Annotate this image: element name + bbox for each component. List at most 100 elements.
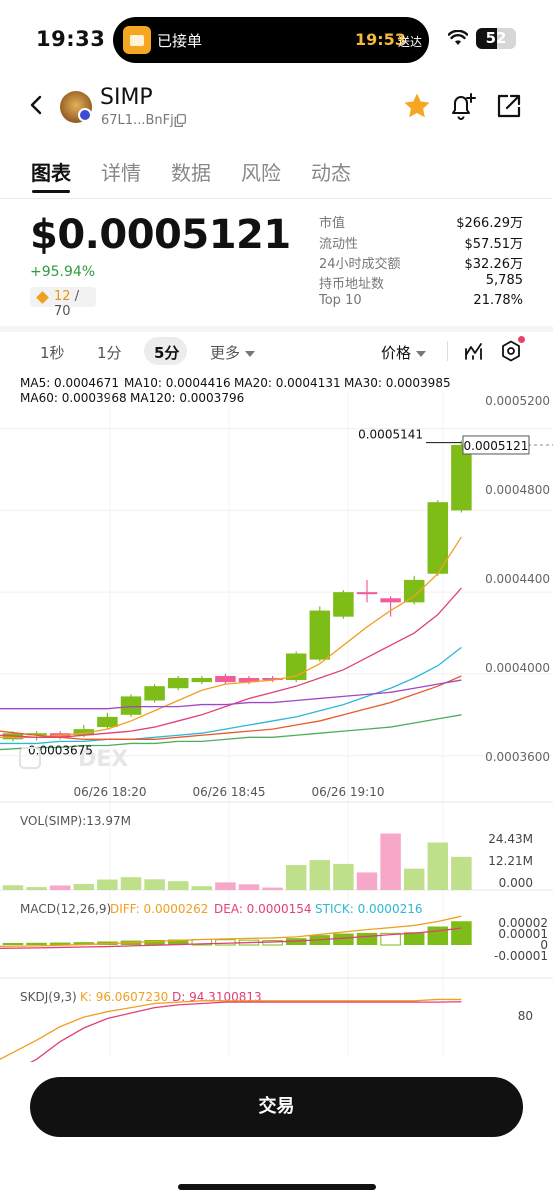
candle (427, 502, 449, 574)
candle (238, 678, 260, 683)
copy-icon[interactable] (174, 114, 186, 127)
ma10-legend: MA10: 0.0004416 (124, 376, 231, 390)
timeframe-1m[interactable]: 1分 (97, 344, 122, 362)
macd-axis-label: 0 (540, 938, 548, 952)
candle (191, 678, 213, 683)
stat-value-24h-volume: $32.26万 (464, 257, 524, 272)
token-address: 67L1...BnFj (101, 113, 174, 128)
wifi-icon (448, 30, 468, 45)
macd-dea-label: DEA: 0.0000154 (214, 902, 312, 916)
toolbar-separator (447, 341, 448, 361)
macd-bar (26, 942, 47, 945)
volume-bar (120, 877, 142, 890)
macd-dea-line (0, 927, 462, 949)
price-mode-label: 价格 (381, 344, 412, 362)
tab-details[interactable]: 详情 (101, 161, 141, 185)
battery-level-text: 52 (485, 29, 507, 47)
ma-line-ma20 (0, 646, 462, 745)
skdj-k-line (0, 998, 462, 1060)
macd-bar (356, 932, 378, 945)
skdj-d-line (29, 1001, 462, 1062)
price-mode-select[interactable]: 价格 (381, 342, 427, 363)
macd-bar (2, 943, 24, 945)
battery-fill (476, 28, 497, 49)
last-price-box (462, 435, 530, 455)
skdj-axis-label: 80 (518, 1009, 533, 1023)
dex-watermark-icon (19, 747, 41, 769)
dynamic-island[interactable]: 已接单 19:53 送达 (113, 17, 429, 63)
ma-line-ma30 (0, 675, 462, 740)
volume-bar (73, 884, 95, 890)
macd-bar (333, 933, 354, 945)
macd-bar (451, 921, 472, 945)
macd-label: MACD(12,26,9) (20, 902, 111, 916)
timeframe-more-label: 更多 (210, 344, 241, 362)
volume-bar (49, 885, 71, 890)
tab-activity[interactable]: 动态 (311, 161, 351, 185)
island-status-label: 已接单 (157, 32, 203, 50)
volume-bar (356, 872, 378, 890)
timeframe-1s[interactable]: 1秒 (40, 344, 65, 362)
volume-bar (97, 879, 118, 890)
y-axis-label: 0.0004400 (485, 572, 550, 586)
star-icon[interactable] (402, 92, 432, 120)
volume-bar (238, 884, 260, 890)
volume-bar (215, 882, 236, 890)
tab-data[interactable]: 数据 (171, 161, 211, 185)
security-score-total: / 70 (54, 289, 80, 319)
home-indicator (178, 1184, 376, 1190)
indicator-icon[interactable] (464, 341, 484, 361)
macd-bar (144, 939, 165, 945)
score-diamond-icon (36, 291, 49, 304)
share-icon[interactable] (496, 93, 522, 119)
chevron-down-icon (245, 350, 256, 357)
volume-label: VOL(SIMP):13.97M (20, 814, 131, 828)
volume-bar (262, 887, 283, 890)
tab-risk[interactable]: 风险 (241, 161, 281, 185)
stat-value-top10: 21.78% (473, 293, 523, 308)
macd-bar (380, 932, 401, 946)
trade-button[interactable]: 交易 (30, 1077, 523, 1137)
macd-axis-label: 0.00002 (498, 916, 548, 930)
macd-diff-label: DIFF: 0.0000262 (110, 902, 208, 916)
island-eta-suffix: 送达 (398, 35, 423, 49)
last-price-label: 0.0005121 (464, 439, 529, 453)
current-price: $0.0005121 (30, 212, 291, 258)
macd-bar (215, 939, 236, 946)
candle (167, 678, 189, 689)
macd-bar (167, 939, 189, 945)
candle (26, 733, 47, 736)
volume-axis-label: 12.21M (488, 854, 533, 868)
back-icon[interactable] (24, 92, 50, 118)
status-time: 19:33 (36, 27, 106, 51)
bell-add-icon[interactable] (449, 91, 477, 121)
ma120-legend: MA120: 0.0003796 (130, 391, 245, 405)
tabs-divider (0, 198, 553, 199)
volume-bar (427, 842, 449, 890)
candlestick-chart[interactable]: 0.0005200 0.0004800 0.0004400 0.0004000 … (0, 372, 553, 1062)
timeframe-more[interactable]: 更多 (210, 342, 256, 363)
timeframe-5m[interactable]: 5分 (154, 344, 180, 362)
tab-chart[interactable]: 图表 (31, 161, 71, 185)
candle (451, 444, 472, 511)
ma-line-ma5 (0, 536, 462, 738)
settings-icon[interactable] (501, 340, 521, 362)
chain-badge-icon (78, 108, 92, 122)
candle (356, 592, 378, 595)
security-score-badge[interactable]: 12 / 70 (30, 287, 96, 319)
volume-bar (144, 879, 165, 890)
notification-dot (518, 336, 525, 343)
volume-bar (167, 881, 189, 890)
token-name: SIMP (100, 85, 153, 110)
candle (309, 610, 331, 660)
candle (97, 716, 118, 728)
stat-label-liquidity: 流动性 (319, 237, 359, 252)
stat-label-market-cap: 市值 (319, 216, 346, 231)
y-axis-label: 0.0005200 (485, 394, 550, 408)
macd-bar (427, 926, 449, 945)
ma20-legend: MA20: 0.0004131 (234, 376, 341, 390)
stat-value-holders: 5,785 (485, 273, 523, 288)
candle (73, 729, 95, 736)
low-price-label: 0.0003675 (28, 743, 93, 757)
volume-bar (26, 887, 47, 890)
